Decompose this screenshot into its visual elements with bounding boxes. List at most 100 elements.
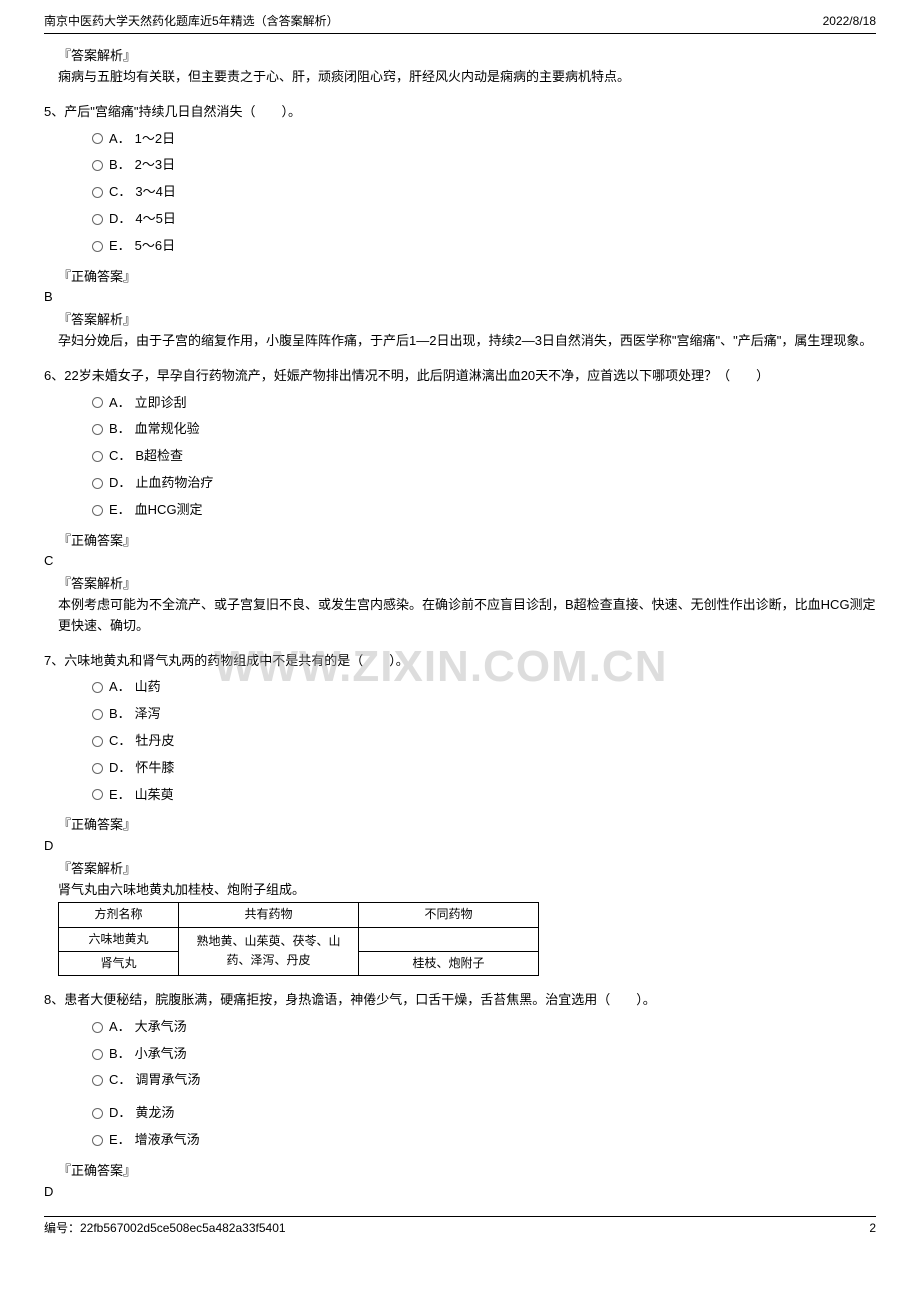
option-letter: B． [109,1044,131,1065]
option-letter: E． [109,236,131,257]
option-row[interactable]: E． 山茱萸 [92,785,876,806]
correct-answer-label: 『正确答案』 [58,1161,876,1182]
option-row[interactable]: D． 黄龙汤 [92,1103,876,1124]
radio-icon[interactable] [92,1108,103,1119]
radio-icon[interactable] [92,1049,103,1060]
comparison-table: 方剂名称 共有药物 不同药物 六味地黄丸 熟地黄、山茱萸、茯苓、山药、泽泻、丹皮… [58,902,539,976]
doc-id: 编号：22fb567002d5ce508ec5a482a33f5401 [44,1219,286,1238]
option-row[interactable]: E． 血HCG测定 [92,500,876,521]
analysis-label: 『答案解析』 [58,859,876,880]
table-header: 共有药物 [179,903,359,927]
option-text: 止血药物治疗 [135,473,213,494]
option-letter: B． [109,419,131,440]
option-text: 泽泻 [135,704,161,725]
radio-icon[interactable] [92,214,103,225]
option-letter: D． [109,1103,131,1124]
option-letter: C． [109,182,131,203]
option-row[interactable]: E． 5～6日 [92,236,876,257]
option-letter: D． [109,209,131,230]
correct-answer: D [44,836,876,857]
analysis-label: 『答案解析』 [58,574,876,595]
option-letter: B． [109,155,131,176]
option-letter: C． [109,731,131,752]
radio-icon[interactable] [92,709,103,720]
question-stem: 8、患者大便秘结，脘腹胀满，硬痛拒按，身热谵语，神倦少气，口舌干燥，舌苔焦黑。治… [44,990,876,1011]
option-row[interactable]: B． 泽泻 [92,704,876,725]
option-row[interactable]: E． 增液承气汤 [92,1130,876,1151]
option-row[interactable]: B． 2～3日 [92,155,876,176]
analysis-label: 『答案解析』 [58,310,876,331]
radio-icon[interactable] [92,789,103,800]
radio-icon[interactable] [92,133,103,144]
option-row[interactable]: B． 血常规化验 [92,419,876,440]
option-text: 黄龙汤 [135,1103,174,1124]
radio-icon[interactable] [92,241,103,252]
analysis-text: 肾气丸由六味地黄丸加桂枝、炮附子组成。 [58,880,876,901]
option-row[interactable]: C． B超检查 [92,446,876,467]
option-letter: E． [109,500,131,521]
option-text: 血常规化验 [135,419,200,440]
option-text: 4～5日 [135,209,175,230]
option-letter: B． [109,704,131,725]
radio-icon[interactable] [92,682,103,693]
radio-icon[interactable] [92,1022,103,1033]
radio-icon[interactable] [92,160,103,171]
correct-answer-label: 『正确答案』 [58,531,876,552]
option-text: 2～3日 [135,155,175,176]
option-row[interactable]: D． 4～5日 [92,209,876,230]
option-row[interactable]: A． 1～2日 [92,129,876,150]
table-cell: 肾气丸 [59,951,179,975]
option-row[interactable]: C． 牡丹皮 [92,731,876,752]
doc-date: 2022/8/18 [823,12,876,31]
option-row[interactable]: A． 立即诊刮 [92,393,876,414]
correct-answer-label: 『正确答案』 [58,815,876,836]
table-header: 不同药物 [359,903,539,927]
option-text: 大承气汤 [135,1017,187,1038]
option-row[interactable]: B． 小承气汤 [92,1044,876,1065]
radio-icon[interactable] [92,763,103,774]
analysis-text: 孕妇分娩后，由于子宫的缩复作用，小腹呈阵阵作痛，于产后1—2日出现，持续2—3日… [58,331,876,352]
table-row: 六味地黄丸 熟地黄、山茱萸、茯苓、山药、泽泻、丹皮 [59,927,539,951]
table-header: 方剂名称 [59,903,179,927]
doc-title: 南京中医药大学天然药化题库近5年精选（含答案解析） [44,12,339,31]
question-stem: 7、六味地黄丸和肾气丸两的药物组成中不是共有的是（ ）。 [44,651,876,672]
analysis-label: 『答案解析』 [58,46,876,67]
option-letter: E． [109,1130,131,1151]
page-footer: 编号：22fb567002d5ce508ec5a482a33f5401 2 [44,1216,876,1238]
radio-icon[interactable] [92,478,103,489]
table-cell [359,927,539,951]
radio-icon[interactable] [92,505,103,516]
option-text: 立即诊刮 [135,393,187,414]
option-text: B超检查 [135,446,183,467]
radio-icon[interactable] [92,187,103,198]
question-stem: 5、产后"宫缩痛"持续几日自然消失（ ）。 [44,102,876,123]
option-text: 调胃承气汤 [135,1070,200,1091]
option-letter: A． [109,129,131,150]
option-row[interactable]: A． 大承气汤 [92,1017,876,1038]
option-row[interactable]: C． 3～4日 [92,182,876,203]
option-letter: A． [109,1017,131,1038]
option-letter: D． [109,758,131,779]
option-text: 增液承气汤 [135,1130,200,1151]
radio-icon[interactable] [92,451,103,462]
radio-icon[interactable] [92,736,103,747]
option-letter: A． [109,393,131,414]
option-row[interactable]: D． 止血药物治疗 [92,473,876,494]
radio-icon[interactable] [92,397,103,408]
page-header: 南京中医药大学天然药化题库近5年精选（含答案解析） 2022/8/18 [44,12,876,34]
radio-icon[interactable] [92,424,103,435]
radio-icon[interactable] [92,1075,103,1086]
option-text: 怀牛膝 [135,758,174,779]
correct-answer: B [44,287,876,308]
option-text: 血HCG测定 [135,500,203,521]
correct-answer: C [44,551,876,572]
option-text: 1～2日 [135,129,175,150]
option-letter: C． [109,446,131,467]
radio-icon[interactable] [92,1135,103,1146]
option-row[interactable]: C． 调胃承气汤 [92,1070,876,1091]
table-cell: 桂枝、炮附子 [359,951,539,975]
option-text: 5～6日 [135,236,175,257]
option-row[interactable]: A． 山药 [92,677,876,698]
option-row[interactable]: D． 怀牛膝 [92,758,876,779]
table-cell: 熟地黄、山茱萸、茯苓、山药、泽泻、丹皮 [179,927,359,975]
